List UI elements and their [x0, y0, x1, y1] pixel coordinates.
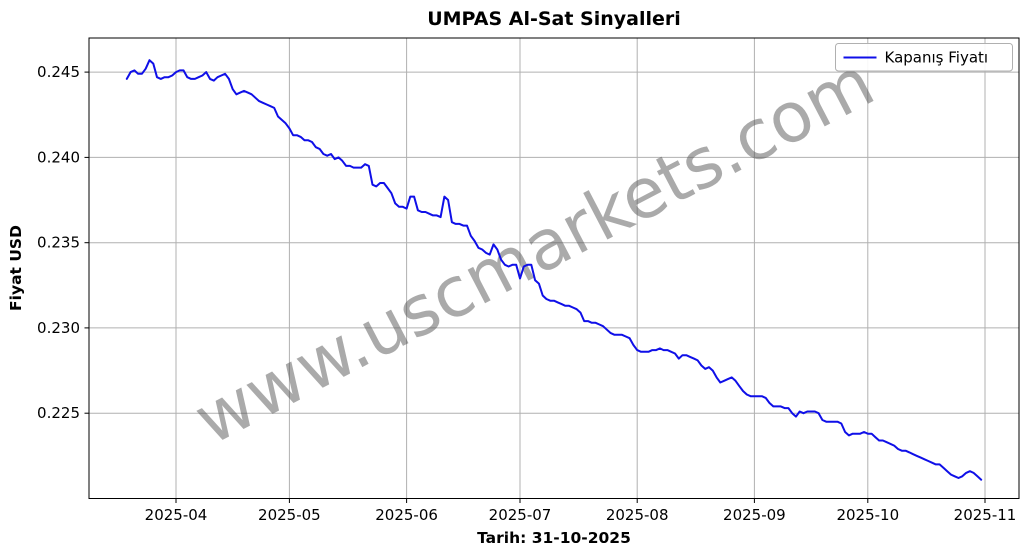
x-tick-label: 2025-04	[145, 506, 208, 524]
x-tick-label: 2025-07	[489, 506, 552, 524]
x-tick-label: 2025-09	[723, 506, 786, 524]
price-line	[125, 59, 983, 481]
y-tick-label: 0.235	[37, 234, 80, 252]
grid-layer	[89, 38, 1019, 499]
y-tick-label: 0.240	[37, 148, 80, 166]
legend-box	[835, 43, 1013, 72]
x-tick-label: 2025-08	[606, 506, 669, 524]
x-tick-label: 2025-11	[954, 506, 1017, 524]
x-tick-label: 2025-10	[836, 506, 899, 524]
legend-label: Kapanış Fiyatı	[885, 49, 989, 67]
y-tick-label: 0.245	[37, 63, 80, 81]
x-axis-label: Tarih: 31-10-2025	[477, 529, 631, 547]
series-layer	[125, 59, 983, 481]
legend: Kapanış Fiyatı	[835, 43, 1013, 72]
y-axis-label: Fiyat USD	[7, 225, 25, 311]
plot-border	[88, 37, 1020, 499]
y-tick-label: 0.230	[37, 319, 80, 337]
x-tick-label: 2025-05	[258, 506, 321, 524]
watermark-text: www.uscmarkets.com	[182, 42, 887, 460]
y-tick-label: 0.225	[37, 404, 80, 422]
x-tick-label: 2025-06	[375, 506, 438, 524]
tick-layer: 2025-04 2025-05 2025-06 2025-07 2025-08 2025-…	[37, 63, 1016, 524]
chart-title: UMPAS Al-Sat Sinyalleri	[427, 8, 681, 30]
